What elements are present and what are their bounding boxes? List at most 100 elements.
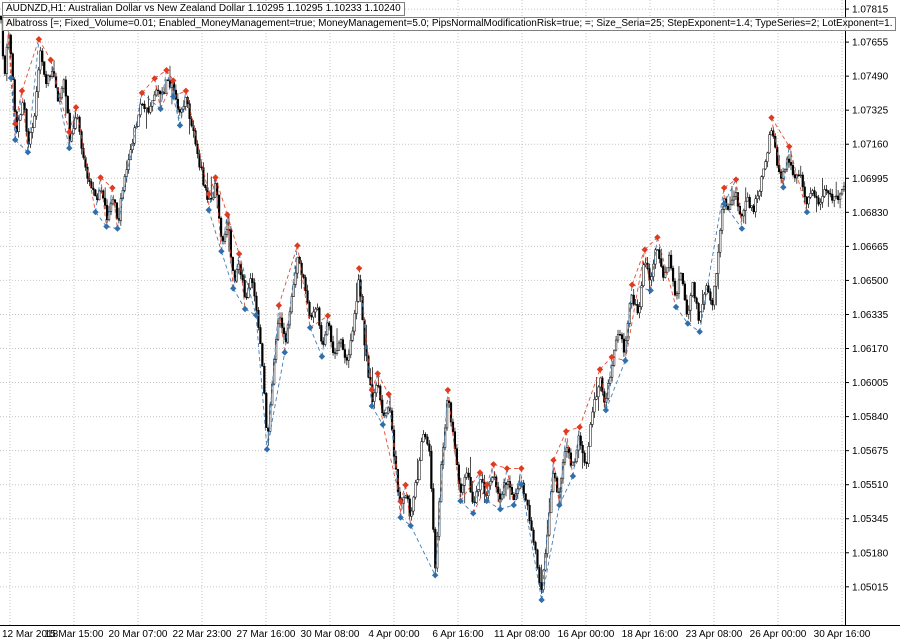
time-tick-label: 20 Mar 07:00 [109,629,168,640]
price-tick-label: 1.05015 [852,582,889,593]
signal-marker-blue [738,225,746,232]
signal-marker-red [275,302,283,309]
signal-marker-blue [672,303,680,311]
indicator-params-label: Albatross [=; Fixed_Volume=0.01; Enabled… [2,17,897,31]
signal-marker-red [720,184,728,192]
signal-marker-blue [218,248,225,255]
signal-marker-blue [696,328,703,335]
signal-marker-blue [556,501,563,509]
signal-marker-blue [24,149,32,156]
price-scale[interactable]: 1.07815 1.07655 1.07490 1.07325 1.07160 1.069… [845,5,889,594]
axes-layer [0,0,900,626]
signal-marker-red [490,461,497,468]
signal-marker-red [444,386,452,394]
price-tick-label: 1.05510 [852,480,889,491]
signal-marker-blue [379,421,386,428]
signal-marker-red [72,104,80,111]
time-tick-label: 16 Apr 00:00 [558,629,615,640]
signal-marker-red [596,366,604,373]
signal-marker-blue [306,324,314,331]
signal-marker-red [212,174,219,181]
price-tick-label: 1.06995 [852,174,889,185]
signal-marker-red [503,465,511,472]
signal-marker-blue [407,522,414,529]
price-tick-label: 1.06665 [852,242,889,253]
time-tick-label: 26 Apr 00:00 [750,629,807,640]
price-tick-label: 1.05345 [852,514,889,525]
signal-marker-red [355,265,363,272]
signal-marker-blue [230,285,237,292]
time-tick-label: 30 Mar 08:00 [301,629,360,640]
signal-marker-blue [114,225,121,232]
signal-marker-red [732,176,740,183]
price-tick-label: 1.05180 [852,548,889,559]
signal-marker-red [205,190,212,198]
time-tick-label: 23 Apr 08:00 [686,629,743,640]
signal-marker-blue [368,402,375,410]
signal-marker-blue [397,514,404,521]
signal-marker-red [397,498,404,505]
signal-marker-blue [170,93,177,100]
symbol-ohlc-label: AUDNZD,H1: Australian Dollar vs New Zeal… [2,2,405,16]
signal-marker-blue [510,501,517,509]
signal-marker-red [368,386,375,394]
signal-marker-red [109,184,116,192]
price-tick-label: 1.07815 [852,5,889,16]
price-tick-label: 1.07160 [852,140,889,151]
signal-marker-blue [241,305,249,313]
signal-marker-blue [538,596,545,604]
signal-marker-red [608,353,615,361]
time-tick-label: 4 Apr 00:00 [368,629,420,640]
time-tick-label: 15 Mar 15:00 [45,629,104,640]
signal-marker-red [654,234,661,241]
signal-marker-red [374,370,381,377]
price-tick-label: 1.06830 [852,208,889,219]
signal-marker-blue [684,320,692,327]
signal-marker-red [35,36,43,43]
signal-marker-red [385,390,392,398]
price-tick-label: 1.06500 [852,276,889,287]
signal-marker-blue [176,122,184,129]
time-tick-label: 27 Mar 16:00 [237,629,296,640]
signal-marker-blue [157,105,164,113]
time-tick-label: 30 Apr 16:00 [814,629,871,640]
signal-marker-red [235,250,243,258]
price-tick-label: 1.05675 [852,446,889,457]
signal-marker-red [476,469,484,476]
signal-marker-blue [483,497,490,505]
grid-layer [0,0,845,625]
signal-marker-red [628,281,636,288]
signal-marker-red [47,56,54,64]
signal-marker-red [18,87,26,95]
signal-marker-blue [497,505,504,513]
signal-marker-blue [12,136,19,144]
signal-marker-red [182,87,190,95]
signal-marker-blue [518,481,525,488]
candles-layer [0,15,846,594]
price-tick-label: 1.07325 [852,106,889,117]
price-tick-label: 1.06170 [852,344,889,355]
signal-marker-red [768,114,775,121]
price-tick-label: 1.05840 [852,412,889,423]
signal-marker-blue [66,144,73,152]
signal-marker-red [518,465,525,472]
signal-marker-red [294,242,301,249]
signal-marker-red [66,128,73,136]
signal-marker-blue [281,349,288,356]
signal-marker-blue [470,510,477,517]
signal-marker-blue [318,353,326,360]
signal-marker-blue [803,208,811,216]
price-tick-label: 1.06335 [852,310,889,321]
signal-marker-red [12,120,19,128]
signal-marker-blue [263,446,271,453]
signal-marker-blue [569,472,577,480]
signal-marker-red [170,77,177,84]
signal-marker-red [641,246,648,253]
signal-marker-red [786,143,793,150]
chart-info-overlay: AUDNZD,H1: Australian Dollar vs New Zeal… [2,2,897,31]
time-tick-label: 11 Apr 08:00 [494,629,550,640]
signals-layer [4,17,811,604]
